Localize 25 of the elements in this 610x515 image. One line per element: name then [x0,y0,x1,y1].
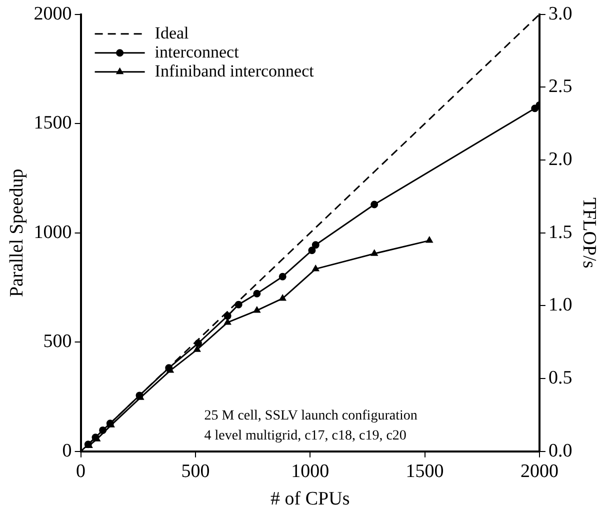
y-tick-label: 500 [43,331,72,352]
y2-axis-title: TFLOP/s [578,198,600,268]
x-tick-label: 500 [181,460,210,482]
y-axis-title: Parallel Speedup [6,168,28,298]
x-tick-label: 1000 [291,460,330,482]
annotation: 25 M cell, SSLV launch configuration [204,408,418,424]
x-tick-label: 0 [76,460,86,482]
y2-tick-label: 2.0 [548,149,572,170]
y2-tick-label: 0.5 [548,368,572,389]
annotation: 4 level multigrid, c17, c18, c19, c20 [204,428,406,444]
legend-label: Ideal [154,23,190,42]
y2-tick-label: 2.5 [548,76,572,98]
y2-tick-label: 1.5 [548,222,572,243]
y2-tick-label: 0.0 [548,440,572,462]
y-tick-label: 0 [62,440,72,462]
y-tick-label: 2000 [34,3,72,24]
legend-label: interconnect [154,42,240,62]
x-tick-label: 2000 [520,460,558,482]
y2-tick-label: 1.0 [548,294,572,316]
y-tick-label: 1500 [34,112,72,134]
x-tick-label: 1500 [406,460,444,482]
legend-label: Infiniband interconnect [154,61,314,80]
y2-tick-label: 3.0 [548,3,572,24]
y-tick-label: 1000 [34,222,72,243]
x-axis-title: # of CPUs [270,488,350,510]
